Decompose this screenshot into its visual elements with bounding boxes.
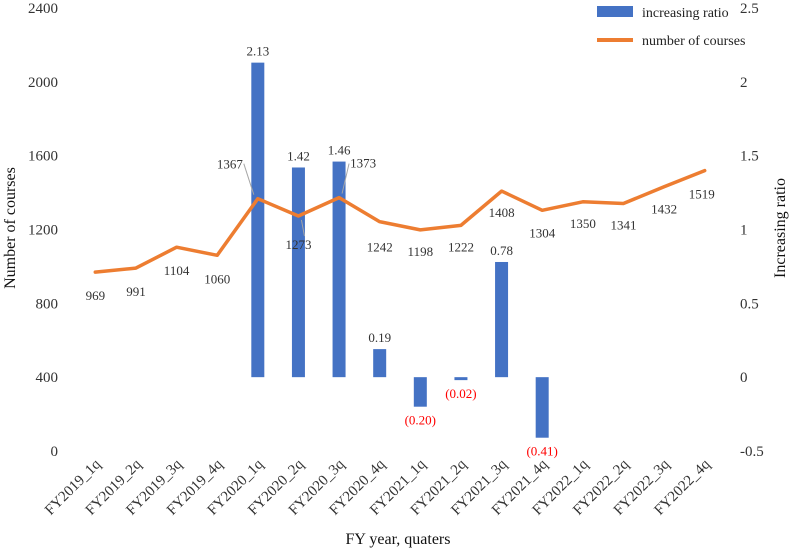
line-data-label: 1060	[204, 271, 230, 286]
line-data-label: 1341	[610, 217, 636, 232]
line-data-label: 1242	[367, 240, 393, 255]
y-right-tick-label: 2.5	[740, 1, 759, 17]
y-right-tick-label: -0.5	[740, 444, 764, 460]
bar	[535, 377, 549, 438]
line-path	[93, 168, 707, 274]
line-data-label: 1432	[651, 202, 677, 217]
line-data-label: 991	[126, 284, 146, 299]
y-left-axis-title: Number of courses	[2, 167, 19, 289]
y-left-tick-label: 800	[36, 296, 59, 312]
bar-data-label: 1.42	[287, 148, 310, 163]
y-left-tick-label: 0	[51, 444, 59, 460]
right-axis-ticks: -0.5 0 0.5 1 1.5 2 2.5	[740, 1, 764, 460]
y-right-axis-title: Increasing ratio	[772, 178, 789, 278]
line-data-label: 1408	[489, 205, 515, 220]
line-data-label: 1198	[408, 244, 434, 259]
label-leader-line	[341, 163, 350, 194]
y-left-tick-label: 1600	[28, 149, 58, 165]
line-data-label: 1519	[689, 187, 715, 202]
legend-label-increasing-ratio: increasing ratio	[642, 6, 729, 21]
bar-data-label: 0.19	[368, 330, 391, 345]
y-right-tick-label: 1.5	[740, 149, 759, 165]
bar-data-label: 0.78	[490, 243, 513, 258]
x-axis-ticks: FY2019_1qFY2019_2qFY2019_3qFY2019_4qFY20…	[42, 456, 714, 518]
bar	[251, 62, 265, 378]
line-data-labels: 969 991 1104 1060 1367 1273 1373 1242 1198 1222 14…	[86, 156, 715, 304]
bar	[413, 377, 427, 407]
bar-data-label: 2.13	[246, 44, 269, 59]
bar-data-label: (0.20)	[405, 413, 436, 428]
bar	[373, 349, 387, 378]
line-data-label: 1350	[570, 216, 596, 231]
label-leader-line	[243, 163, 255, 195]
bar	[495, 261, 509, 378]
line-data-label: 1373	[350, 156, 376, 171]
bar-data-label: (0.02)	[445, 386, 476, 401]
legend-label-number-of-courses: number of courses	[642, 34, 745, 49]
line-series	[93, 168, 707, 274]
bar-data-label: (0.41)	[526, 444, 557, 459]
line-data-label: 1367	[217, 157, 244, 172]
y-left-tick-label: 2000	[28, 75, 58, 91]
y-left-tick-label: 1200	[28, 223, 58, 239]
bar	[332, 161, 346, 378]
line-data-label: 1304	[529, 225, 556, 240]
legend: increasing ratio number of courses	[597, 6, 745, 49]
x-axis-title: FY year, quaters	[346, 531, 451, 548]
bar-series	[251, 62, 549, 438]
line-data-label: 969	[86, 288, 106, 303]
bar-data-label: 1.46	[328, 143, 351, 158]
label-leader-line	[300, 219, 305, 237]
bar	[454, 377, 468, 381]
y-right-tick-label: 0.5	[740, 296, 759, 312]
y-left-tick-label: 2400	[28, 1, 58, 17]
line-data-label: 1104	[164, 263, 190, 278]
y-right-tick-label: 2	[740, 75, 748, 91]
bar	[291, 167, 305, 378]
legend-swatch-increasing-ratio	[597, 6, 633, 17]
bar-data-labels: 2.13 1.42 1.46 0.19 (0.20) (0.02) 0.78 (0.41)	[246, 44, 557, 459]
y-right-tick-label: 1	[740, 223, 748, 239]
line-data-label: 1273	[285, 237, 311, 252]
line-data-label: 1222	[448, 239, 474, 254]
left-axis-ticks: 0 400 800 1200 1600 2000 2400	[28, 1, 58, 460]
y-left-tick-label: 400	[36, 370, 59, 386]
y-right-tick-label: 0	[740, 370, 748, 386]
